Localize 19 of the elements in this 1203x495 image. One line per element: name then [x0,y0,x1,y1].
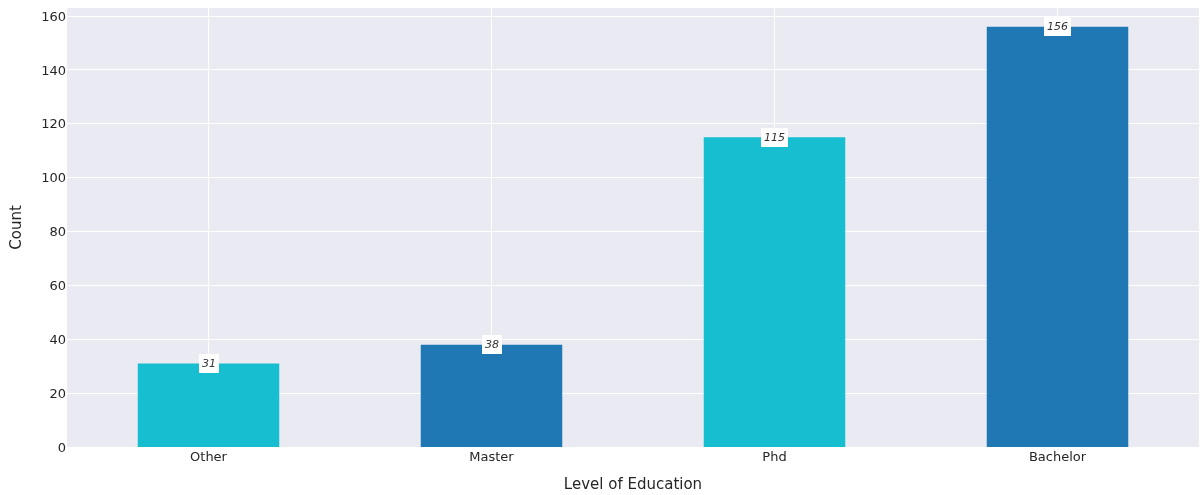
x-tick-label: Bachelor [1028,449,1087,464]
data-label: 156 [1047,20,1068,33]
y-tick-label: 100 [41,170,66,186]
y-axis-title: Count [7,205,26,250]
x-tick-label: Other [190,449,228,464]
x-axis-title: Level of Education [563,475,703,493]
y-tick-label: 40 [49,331,66,347]
data-label: 38 [485,338,499,351]
y-tick-label: 0 [57,439,66,455]
x-tick-label: Master [469,449,515,464]
y-tick-label: 120 [41,116,66,132]
data-label: 115 [764,131,785,144]
x-tick-label: Phd [762,449,787,464]
y-tick-label: 60 [49,277,66,293]
y-tick-label: 160 [41,8,66,24]
data-label: 31 [202,357,216,370]
y-tick-label: 80 [49,224,66,240]
y-tick-label: 20 [49,385,66,401]
y-tick-label: 140 [41,62,66,78]
